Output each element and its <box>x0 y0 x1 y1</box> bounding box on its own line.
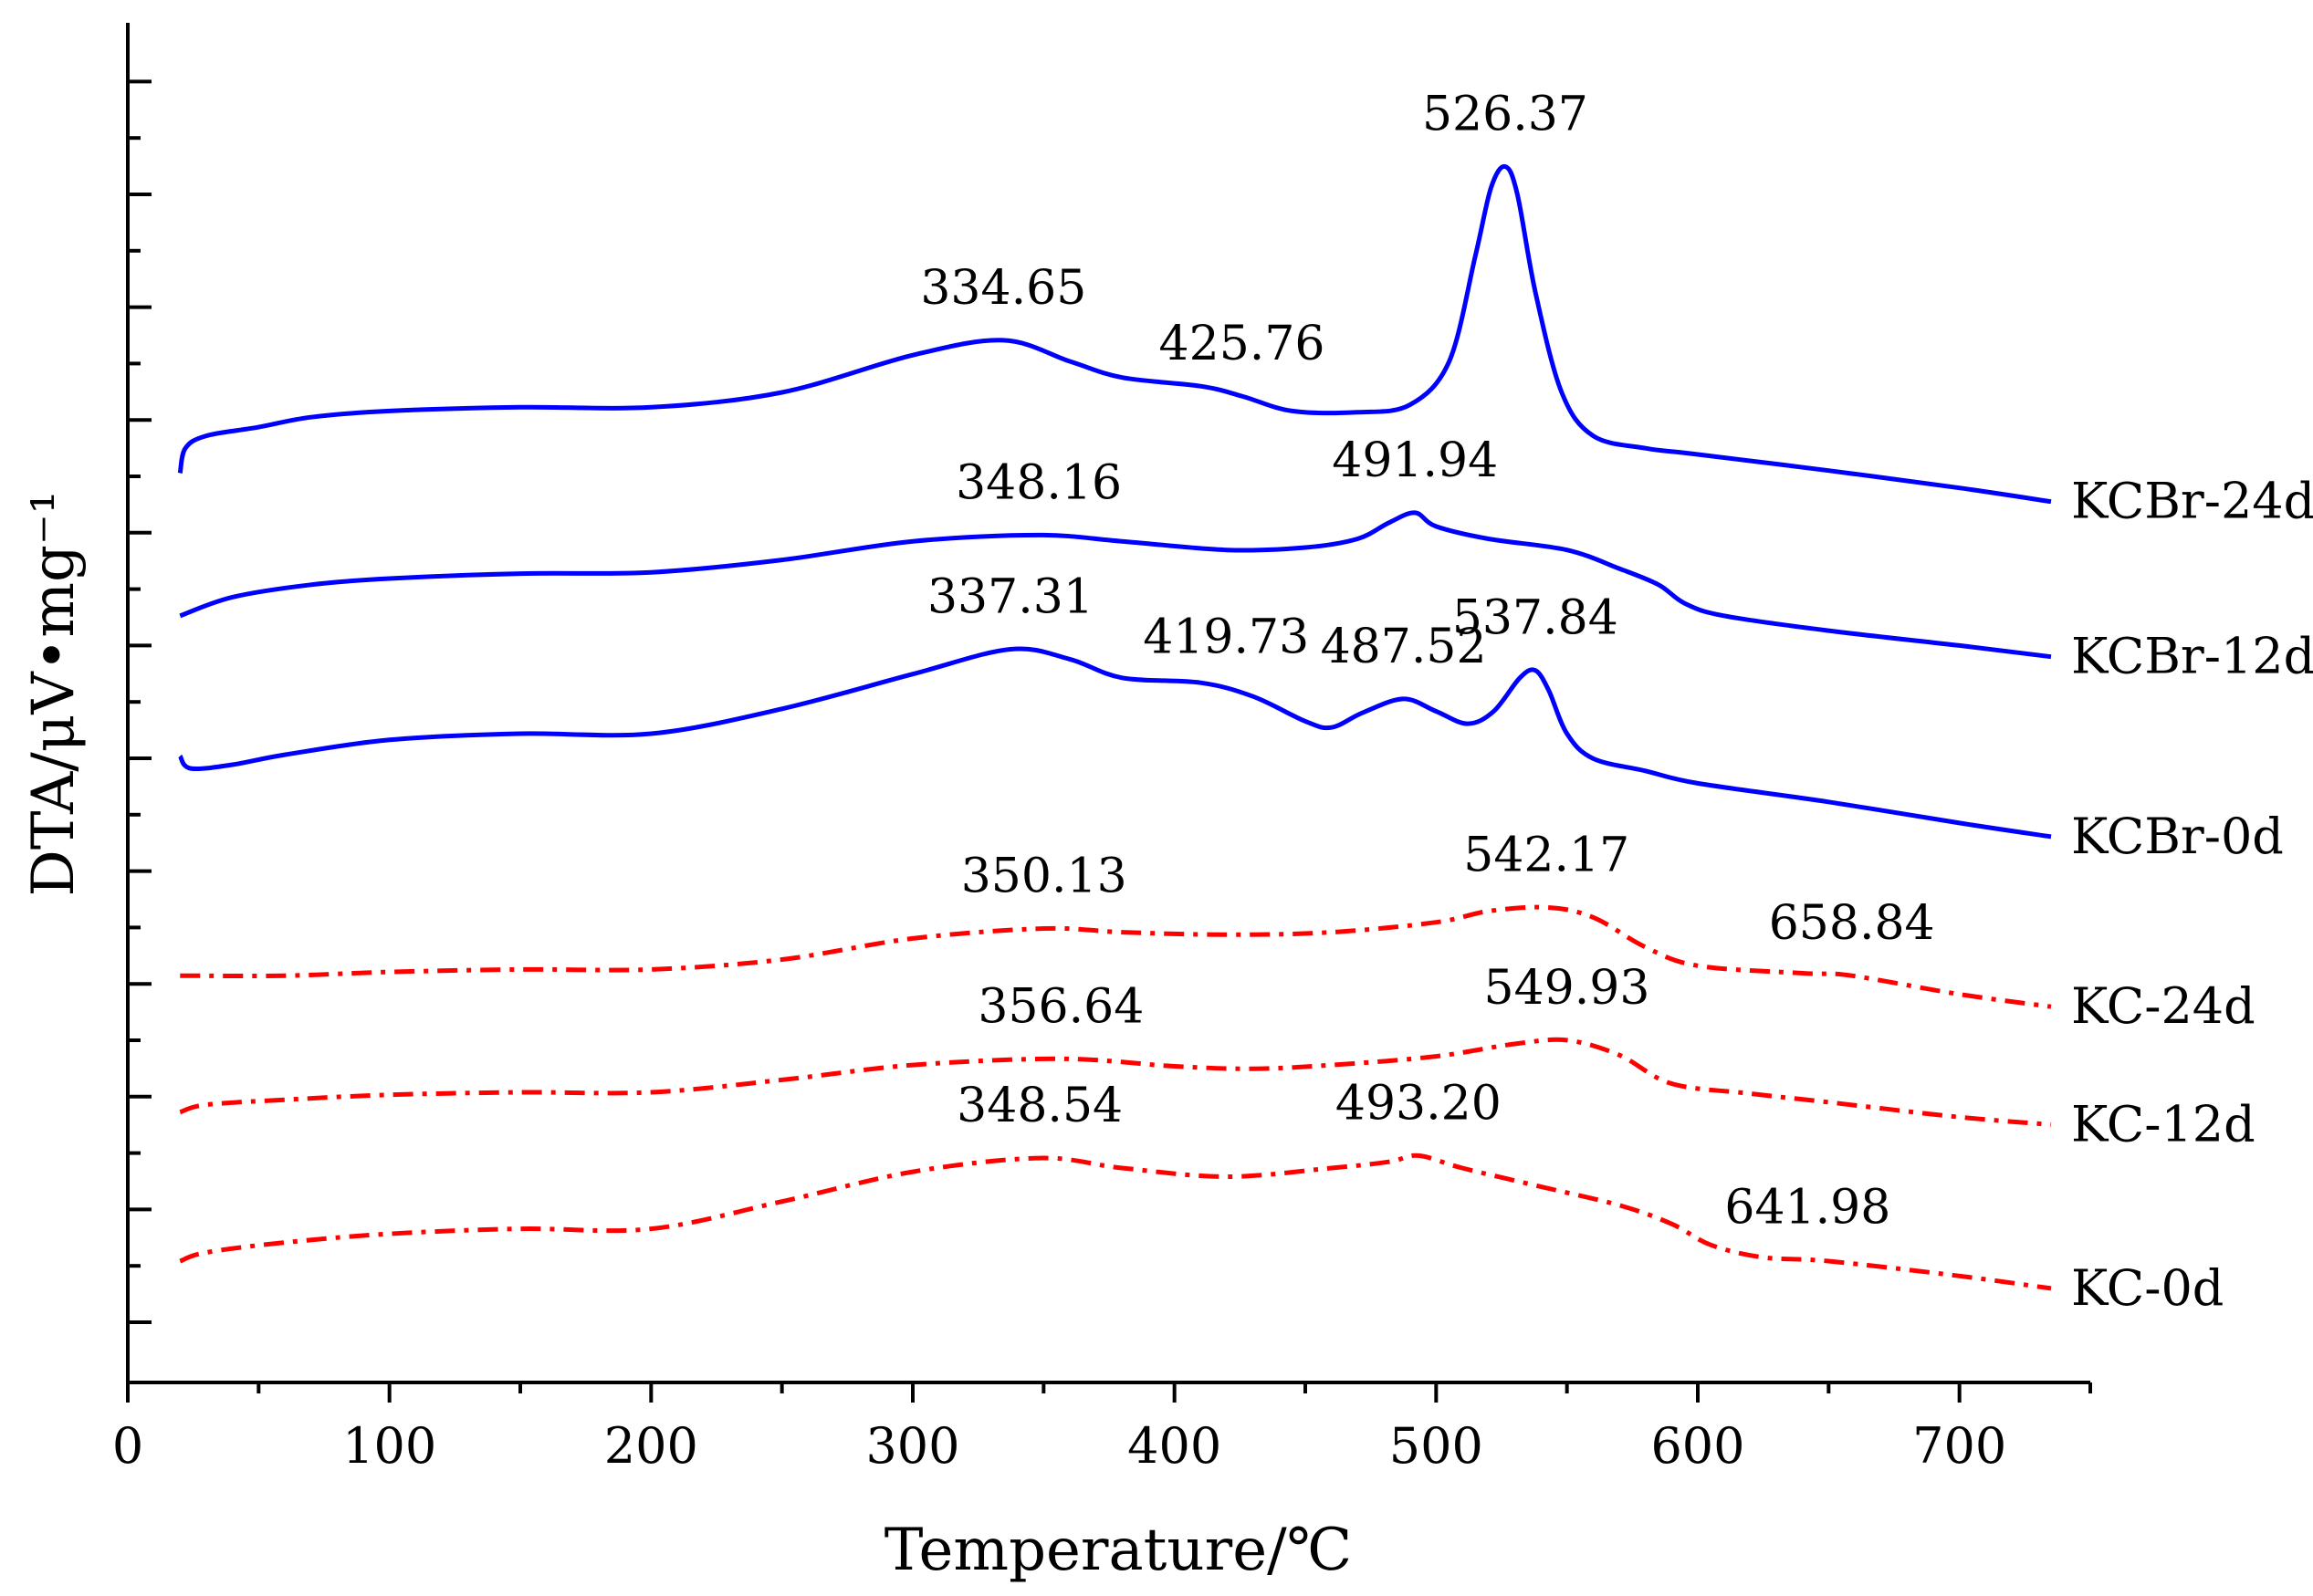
x-tick-label: 0 <box>112 1417 143 1475</box>
series-label-kcbr-12d: KCBr-12d <box>2071 628 2313 685</box>
x-tick-label: 400 <box>1127 1417 1221 1475</box>
peak-label-kc-12d: 549.93 <box>1483 961 1649 1016</box>
series-line-kc-12d <box>179 1037 2052 1127</box>
peak-label-kcbr-0d: 537.84 <box>1452 591 1618 646</box>
peak-label-kc-0d: 493.20 <box>1335 1076 1502 1131</box>
peak-label-kc-0d: 348.54 <box>957 1079 1123 1133</box>
peak-label-kcbr-24d: 526.37 <box>1422 87 1588 141</box>
series-line-kcbr-0d <box>178 646 2052 840</box>
peak-label-kcbr-12d: 348.16 <box>956 455 1122 510</box>
labels-layer: KCBr-24d 334.65 425.76 526.37 KCBr-12d 348.16… <box>920 87 2313 1316</box>
series-line-kc-0d <box>179 1153 2052 1291</box>
series-layer <box>177 163 2052 1291</box>
series-line-kc-24d <box>180 904 2052 1009</box>
series-label-kc-12d: KC-12d <box>2071 1095 2255 1153</box>
x-tick-label: 300 <box>865 1417 959 1475</box>
peak-label-kc-0d: 641.98 <box>1724 1181 1890 1236</box>
peak-label-kc-24d: 350.13 <box>961 850 1127 904</box>
series-label-kcbr-24d: KCBr-24d <box>2071 473 2313 530</box>
series-label-kc-24d: KC-24d <box>2071 977 2255 1035</box>
peak-label-kcbr-0d: 337.31 <box>927 570 1094 625</box>
peak-label-kcbr-0d: 487.52 <box>1321 620 1487 674</box>
peak-label-kc-24d: 658.84 <box>1769 896 1935 951</box>
x-axis-title: Temperature/℃ <box>884 1517 1352 1584</box>
x-tick-label: 500 <box>1389 1417 1483 1475</box>
peak-label-kc-24d: 542.17 <box>1463 828 1629 882</box>
peak-label-kc-12d: 356.64 <box>978 979 1144 1034</box>
x-tick-label: 600 <box>1650 1417 1744 1475</box>
axes: 0 100 200 300 400 500 600 700 <box>112 23 2092 1475</box>
peak-label-kcbr-24d: 425.76 <box>1159 317 1325 371</box>
x-tick-label: 700 <box>1912 1417 2006 1475</box>
series-line-kcbr-12d <box>179 510 2052 660</box>
series-label-kcbr-0d: KCBr-0d <box>2071 808 2284 865</box>
peak-label-kcbr-12d: 491.94 <box>1332 433 1498 488</box>
series-line-kcbr-24d <box>177 163 2052 505</box>
x-tick-label: 200 <box>604 1417 698 1475</box>
peak-label-kcbr-24d: 334.65 <box>920 261 1086 316</box>
peak-label-kcbr-0d: 419.73 <box>1143 610 1309 665</box>
series-label-kc-0d: KC-0d <box>2071 1259 2224 1317</box>
x-tick-label: 100 <box>342 1417 436 1475</box>
y-axis-title: DTA/μV•mg⁻¹ <box>20 491 88 897</box>
